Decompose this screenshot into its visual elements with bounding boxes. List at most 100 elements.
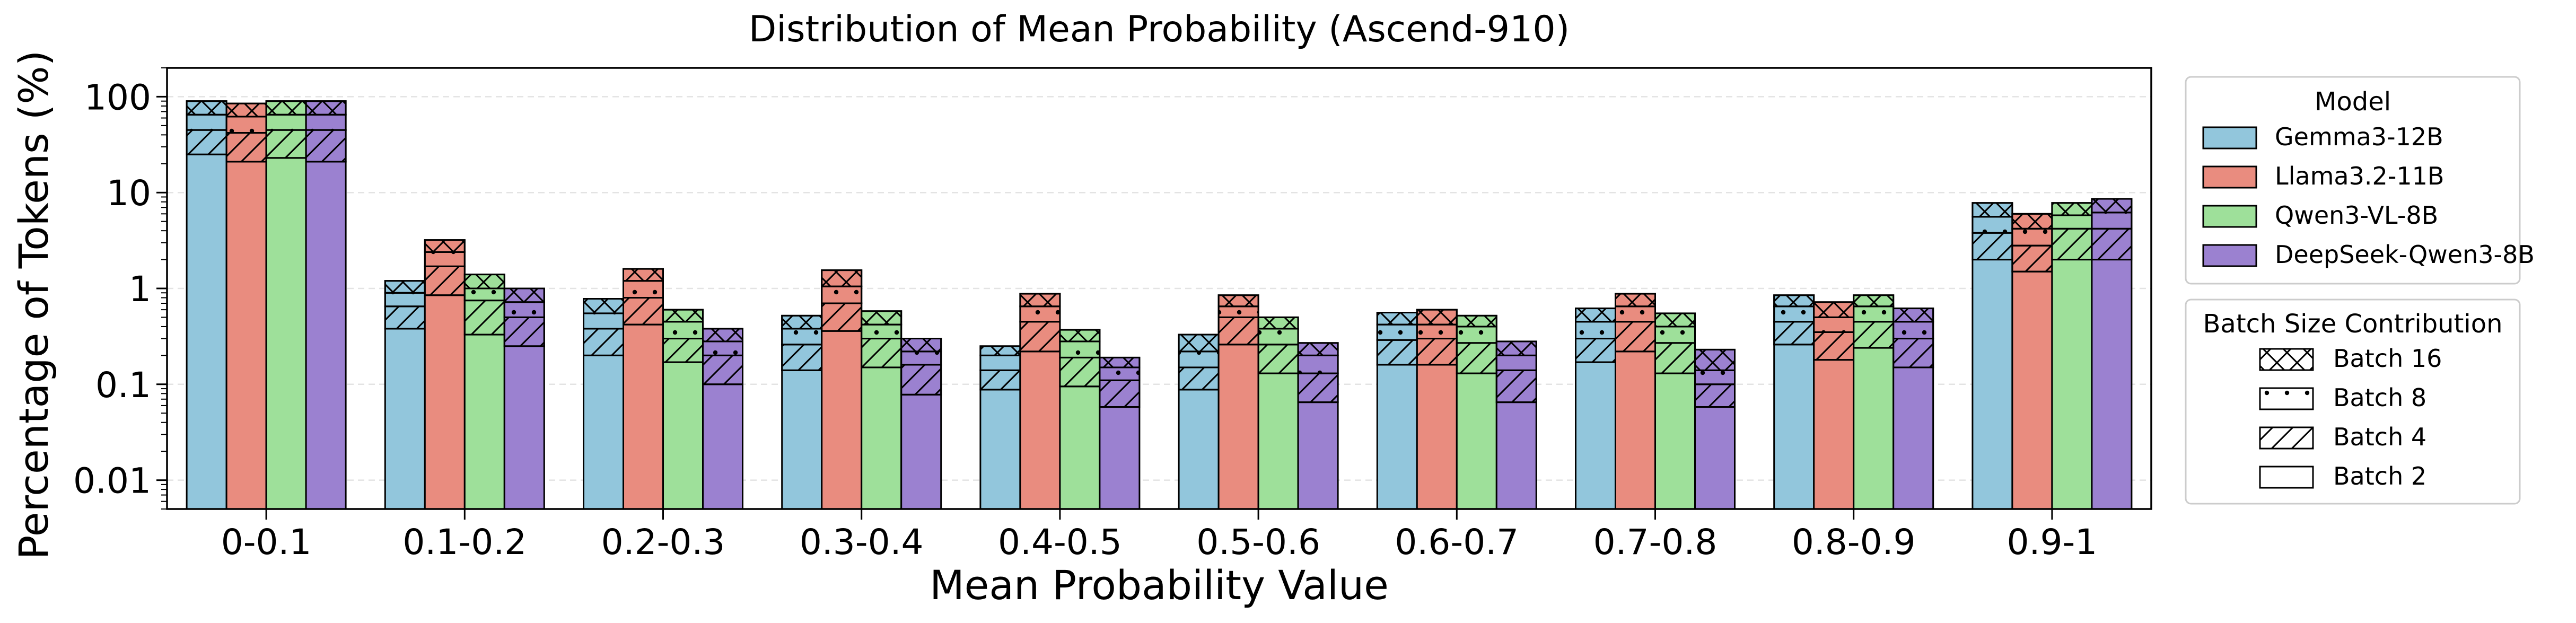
bar-segment-pattern: [662, 309, 704, 323]
bar-segment-pattern: [2051, 214, 2093, 230]
bar-segment-pattern: [2011, 227, 2053, 247]
bar-segment-pattern: [1654, 326, 1696, 344]
bar-segment-pattern: [1495, 340, 1537, 356]
bar-segment-pattern: [503, 287, 545, 303]
bar-segment: [424, 294, 466, 510]
legend-label: Batch 2: [2333, 462, 2426, 490]
x-tick-label: 0.3-0.4: [800, 522, 924, 563]
y-tick-label: 1: [129, 269, 151, 310]
bar-segment-pattern: [900, 338, 942, 353]
bar-segment-pattern: [623, 280, 664, 299]
legend-swatch: [2202, 126, 2257, 150]
bar-segment: [1654, 372, 1696, 510]
bar-segment-pattern: [384, 305, 426, 330]
x-tick-label: 0-0.1: [221, 522, 312, 563]
legend-label: DeepSeek-Qwen3-8B: [2275, 240, 2535, 269]
bar-segment-pattern: [1813, 331, 1855, 361]
bar-segment-pattern: [1853, 294, 1895, 308]
bar-segment: [702, 383, 743, 510]
legend-label: Batch 4: [2333, 423, 2426, 451]
y-tick-label: 10: [107, 173, 151, 214]
bar-segment: [1495, 401, 1537, 510]
bar-segment-pattern: [1416, 323, 1458, 340]
bar-segment: [583, 354, 624, 510]
legend-swatch: [2259, 466, 2314, 489]
bar-segment-pattern: [861, 310, 903, 326]
bar-segment-pattern: [1178, 366, 1220, 391]
bar-segment-pattern: [781, 344, 823, 371]
bar-segment-pattern: [1297, 342, 1339, 356]
bar-segment-pattern: [1972, 232, 2013, 261]
bar-segment: [623, 323, 664, 510]
legend-label: Batch 16: [2333, 344, 2442, 373]
legend-swatch: [2202, 205, 2257, 228]
bar-segment-pattern: [1495, 354, 1537, 371]
bar-segment-pattern: [2011, 244, 2053, 273]
bar-segment-pattern: [305, 113, 347, 131]
model-legend-frame: [2185, 76, 2521, 285]
bar-segment-pattern: [821, 269, 863, 287]
bar-segment-pattern: [503, 316, 545, 347]
bar-segment-pattern: [662, 338, 704, 363]
y-tick-labels: 0.01 0.1 1 10 100: [73, 77, 151, 501]
bar-segment: [1456, 372, 1497, 510]
bar-segment: [503, 345, 545, 510]
bar-segment-pattern: [1456, 314, 1497, 328]
legend-swatch-pattern: [2259, 426, 2314, 450]
bar-segment-pattern: [662, 321, 704, 340]
bar-segment-pattern: [1257, 328, 1299, 346]
bar-segment: [1575, 361, 1616, 510]
bar-segment-pattern: [1178, 334, 1220, 353]
x-tick-label: 0.1-0.2: [402, 522, 527, 563]
bar-segment-pattern: [623, 297, 664, 326]
bar-segment-pattern: [463, 300, 505, 336]
bar-segment-pattern: [2091, 198, 2133, 214]
bar-segment: [821, 330, 863, 510]
bar-segment-pattern: [1773, 321, 1815, 346]
bar-segment-pattern: [1495, 369, 1537, 403]
bar-segment-pattern: [1376, 323, 1418, 341]
bar-segment-pattern: [1575, 321, 1616, 340]
bar-segment-pattern: [1059, 356, 1101, 388]
bar-segment-pattern: [2051, 227, 2093, 261]
bar-segment-pattern: [265, 100, 307, 116]
x-tick-label: 0.4-0.5: [998, 522, 1122, 563]
bar-segment-pattern: [1892, 308, 1934, 323]
bar-segment-pattern: [1853, 305, 1895, 323]
bar-segment-pattern: [1694, 348, 1736, 371]
legend-swatch: [2202, 244, 2257, 267]
bar-segment-pattern: [1217, 294, 1259, 308]
x-tick-labels: 0-0.1 0.1-0.2 0.2-0.3 0.3-0.4 0.4-0.5 0.5-0.6…: [221, 522, 2098, 563]
bar-segment-pattern: [424, 265, 466, 296]
bar-segment-pattern: [1178, 350, 1220, 368]
bar-segment-pattern: [1416, 309, 1458, 326]
bar-segment-pattern: [1376, 312, 1418, 326]
bar-segment-pattern: [305, 100, 347, 116]
bar-segment-pattern: [979, 369, 1021, 391]
bar-segment-pattern: [186, 129, 227, 155]
bar-segment-pattern: [1257, 316, 1299, 330]
bar-segment-pattern: [1019, 321, 1061, 353]
bar-segment: [305, 161, 347, 510]
bar-segment-pattern: [1972, 202, 2013, 218]
bar-segment-pattern: [463, 287, 505, 302]
bar-segment-pattern: [781, 314, 823, 330]
bar-segment-pattern: [1654, 312, 1696, 328]
bar-segment: [979, 389, 1021, 510]
legend-swatch-pattern: [2259, 387, 2314, 410]
x-tick-label: 0.7-0.8: [1593, 522, 1718, 563]
bar-segment-pattern: [265, 129, 307, 159]
bar-segment-pattern: [1416, 338, 1458, 366]
x-tick-label: 0.8-0.9: [1792, 522, 1916, 563]
bar-segment-pattern: [265, 113, 307, 131]
bar-segment-pattern: [1059, 340, 1101, 358]
bar-segment-pattern: [384, 292, 426, 308]
x-tick-label: 0.6-0.7: [1395, 522, 1519, 563]
bar-segment-pattern: [1694, 369, 1736, 385]
bar-segment-pattern: [1257, 344, 1299, 374]
bar-segment-pattern: [2051, 202, 2093, 216]
bar-segment-pattern: [781, 328, 823, 346]
bar-segment-pattern: [1892, 338, 1934, 368]
bar-segment-pattern: [1615, 293, 1656, 308]
bar-segment-pattern: [1972, 216, 2013, 234]
